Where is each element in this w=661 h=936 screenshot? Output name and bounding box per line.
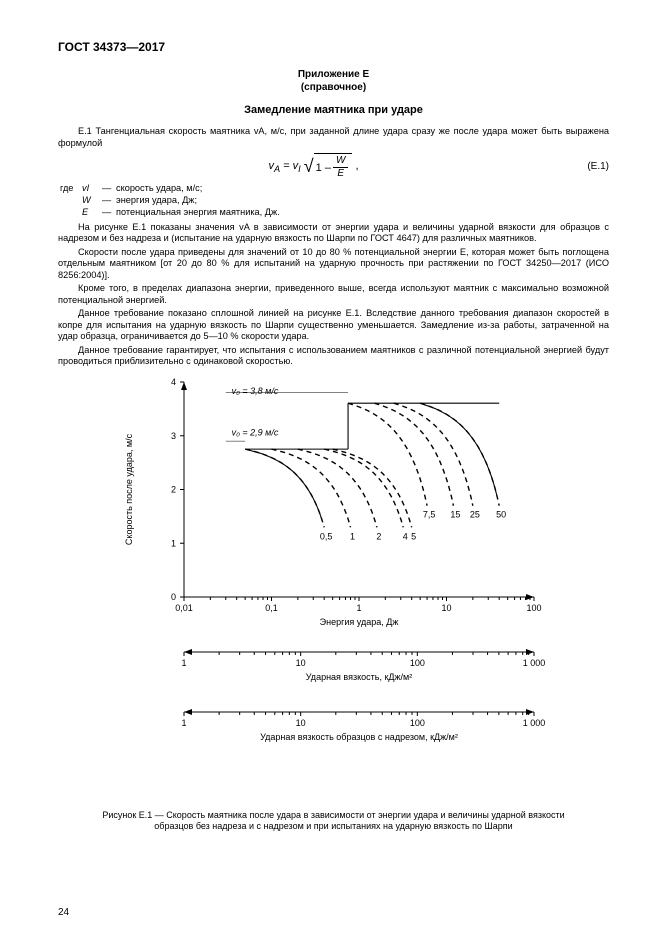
svg-text:10: 10 [295,658,305,668]
eq-v1: vI [293,160,301,172]
svg-text:5: 5 [411,531,416,541]
svg-text:v₀ = 3,8 м/с: v₀ = 3,8 м/с [231,386,278,396]
svg-text:1: 1 [181,718,186,728]
def-desc: потенциальная энергия маятника, Дж. [116,207,280,219]
eq-fraction: W E [333,156,348,179]
svg-text:3: 3 [170,431,175,441]
figure-caption: Рисунок Е.1 — Скорость маятника после уд… [58,810,609,833]
svg-text:100: 100 [409,658,424,668]
body-paragraph: Данное требование показано сплошной лини… [58,308,609,343]
eq-one-minus: 1 – [316,162,331,174]
svg-text:100: 100 [526,603,541,613]
svg-text:4: 4 [170,377,175,387]
svg-text:v₀ = 2,9 м/с: v₀ = 2,9 м/с [231,427,278,437]
symbol-definitions: где vI — скорость удара, м/с; W — энерги… [60,183,609,219]
svg-text:7,5: 7,5 [422,510,435,520]
eq-sqrt: √ 1 – W E [304,153,353,179]
equation-e1: vA = vI √ 1 – W E , (Е.1) [58,153,609,179]
svg-text:2: 2 [376,531,381,541]
body-paragraph: Данное требование гарантирует, что испыт… [58,345,609,368]
eq-equals: = [283,160,292,172]
def-sym: W [82,195,102,207]
svg-text:1 000: 1 000 [522,658,545,668]
equation-body: vA = vI √ 1 – W E , [58,153,569,179]
page: ГОСТ 34373—2017 Приложение Е (справочное… [0,0,661,936]
eq-comma: , [355,160,358,172]
def-desc: скорость удара, м/с; [116,183,202,195]
svg-text:10: 10 [295,718,305,728]
svg-text:15: 15 [450,510,460,520]
svg-text:1: 1 [350,531,355,541]
standard-code: ГОСТ 34373—2017 [58,40,609,54]
equation-number: (Е.1) [569,161,609,172]
svg-text:0: 0 [170,592,175,602]
chart-svg: 01234Скорость после удара, м/с0,010,1110… [114,372,554,802]
svg-text:Ударная вязкость, кДж/м²: Ударная вязкость, кДж/м² [305,672,411,682]
svg-text:1 000: 1 000 [522,718,545,728]
where-label: где [60,183,82,195]
page-number: 24 [58,907,69,918]
svg-text:10: 10 [441,603,451,613]
svg-text:1: 1 [356,603,361,613]
svg-text:4: 4 [402,531,407,541]
appendix-title: Приложение Е [58,68,609,81]
svg-text:1: 1 [181,658,186,668]
appendix-subtitle: (справочное) [58,81,609,94]
svg-text:0,1: 0,1 [265,603,278,613]
svg-text:1: 1 [170,538,175,548]
svg-text:Ударная вязкость образцов с на: Ударная вязкость образцов с надрезом, кД… [260,732,458,742]
body-paragraph: Скорости после удара приведены для значе… [58,247,609,282]
svg-text:Энергия удара, Дж: Энергия удара, Дж [319,617,398,627]
svg-text:2: 2 [170,484,175,494]
svg-text:0,5: 0,5 [319,531,332,541]
def-sym: vI [82,183,102,195]
body-paragraph: На рисунке Е.1 показаны значения vA в за… [58,222,609,245]
section-title: Замедление маятника при ударе [58,104,609,116]
figure-e1: 01234Скорость после удара, м/с0,010,1110… [58,372,609,802]
intro-paragraph: Е.1 Тангенциальная скорость маятника vA,… [58,126,609,149]
eq-lhs: vA [268,160,280,172]
def-desc: энергия удара, Дж; [116,195,197,207]
svg-text:0,01: 0,01 [175,603,193,613]
svg-text:Скорость после удара, м/с: Скорость после удара, м/с [124,433,134,545]
svg-text:100: 100 [409,718,424,728]
def-sym: E [82,207,102,219]
body-paragraph: Кроме того, в пределах диапазона энергии… [58,283,609,306]
appendix-heading: Приложение Е (справочное) [58,68,609,94]
svg-text:25: 25 [469,510,479,520]
svg-text:50: 50 [496,510,506,520]
